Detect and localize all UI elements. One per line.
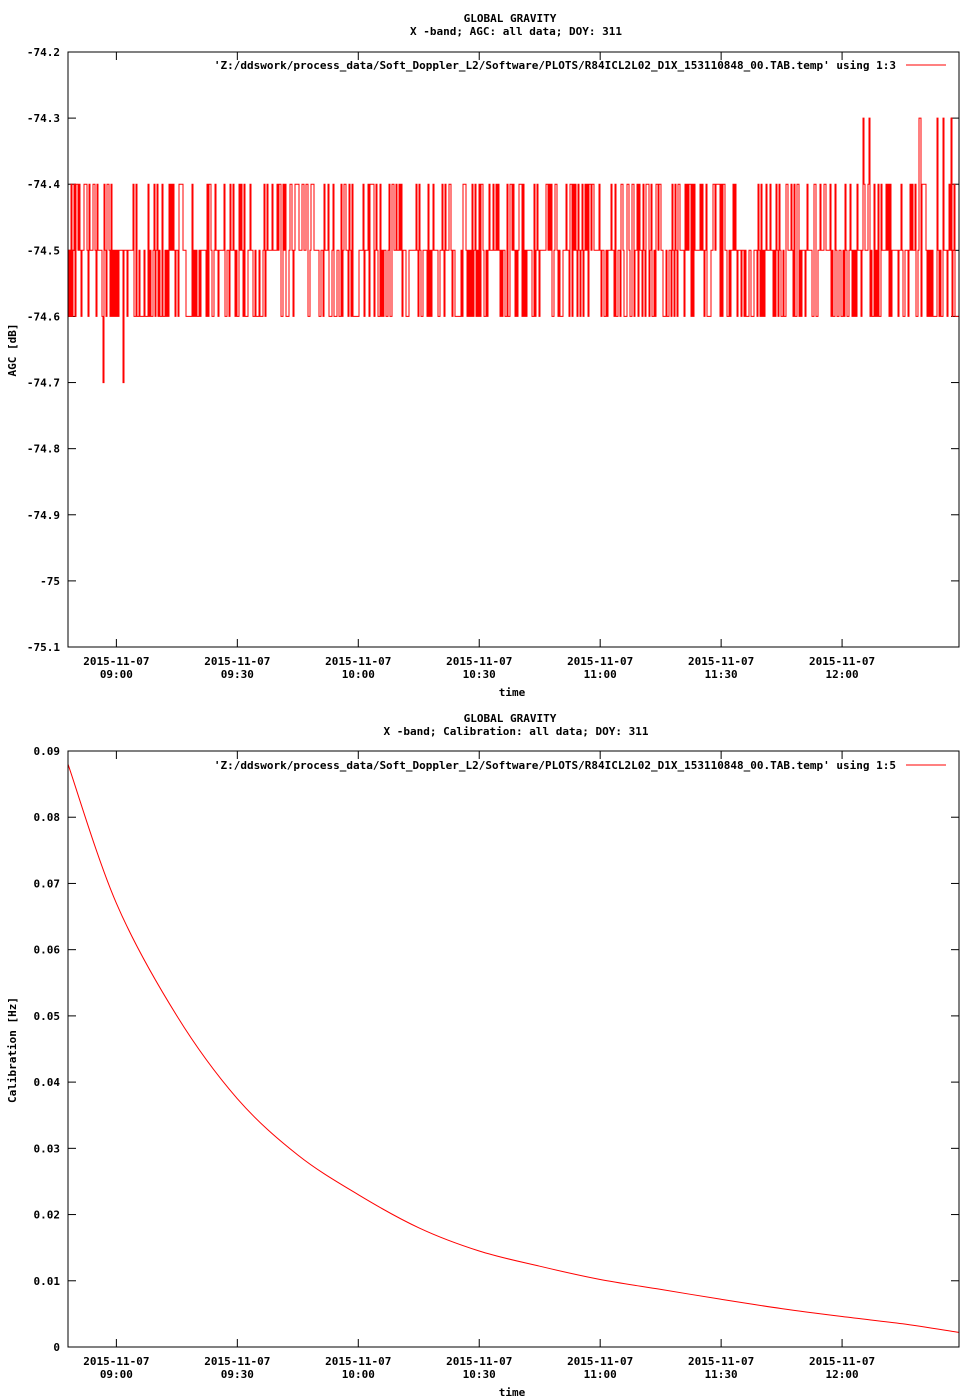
calibration-series [67,764,960,1333]
chart-title: GLOBAL GRAVITY [464,12,557,25]
y-tick-label: 0.09 [34,745,61,758]
x-tick-time: 12:00 [826,1368,859,1381]
y-tick-label: -74.4 [27,178,60,191]
y-tick-label: 0.05 [34,1010,61,1023]
x-tick-time: 09:30 [221,1368,254,1381]
x-tick-date: 2015-11-07 [83,655,149,668]
y-tick-label: 0.04 [34,1076,61,1089]
y-tick-label: -74.8 [27,443,60,456]
x-tick-time: 11:30 [705,1368,738,1381]
y-tick-label: 0.08 [34,811,61,824]
y-tick-label: 0.06 [34,944,61,957]
y-ticks: -74.2 -74.3 -74.4 -74.5 -74.6 -74.7 -74.8 -74.9… [27,46,959,654]
x-tick-time: 10:00 [342,668,375,681]
y-tick-label: -74.3 [27,112,60,125]
x-ticks: 2015-11-0709:002015-11-0709:302015-11-07… [83,52,875,681]
x-tick-time: 10:00 [342,1368,375,1381]
calibration-line [67,764,960,1333]
plot-frame [67,51,960,648]
x-tick-date: 2015-11-07 [809,655,875,668]
legend-label: 'Z:/ddswork/process_data/Soft_Doppler_L2… [214,59,896,72]
x-axis-label: time [499,686,526,699]
x-ticks: 2015-11-0709:002015-11-0709:302015-11-07… [83,751,875,1381]
y-axis-label: AGC [dB] [6,324,19,377]
y-tick-label: -74.6 [27,310,60,323]
x-tick-date: 2015-11-07 [446,1355,512,1368]
y-tick-label: -74.2 [27,46,60,59]
y-tick-label: 0.02 [34,1209,61,1222]
x-tick-time: 09:30 [221,668,254,681]
x-tick-time: 11:00 [584,668,617,681]
x-tick-time: 11:00 [584,1368,617,1381]
y-tick-label: 0.07 [34,877,61,890]
x-tick-date: 2015-11-07 [325,655,391,668]
x-tick-date: 2015-11-07 [809,1355,875,1368]
x-tick-date: 2015-11-07 [83,1355,149,1368]
y-tick-label: -74.7 [27,377,60,390]
x-tick-date: 2015-11-07 [688,655,754,668]
agc-series [68,117,960,384]
chart-title: GLOBAL GRAVITY [464,712,557,725]
y-tick-label: 0.01 [34,1275,61,1288]
x-tick-date: 2015-11-07 [446,655,512,668]
plot-frame [67,750,960,1348]
x-tick-time: 12:00 [826,668,859,681]
chart-subtitle: X -band; AGC: all data; DOY: 311 [410,25,622,38]
x-axis-label: time [499,1386,526,1399]
x-tick-time: 11:30 [705,668,738,681]
calibration-chart: GLOBAL GRAVITY X -band; Calibration: all… [6,712,960,1399]
y-ticks: 0 0.01 0.02 0.03 0.04 0.05 0.06 0.07 0.08 0.09 [34,745,959,1354]
x-tick-date: 2015-11-07 [204,1355,270,1368]
chart-subtitle: X -band; Calibration: all data; DOY: 311 [384,725,649,738]
y-tick-label: -74.5 [27,244,60,257]
x-tick-date: 2015-11-07 [567,1355,633,1368]
y-tick-label: 0 [53,1341,60,1354]
agc-line [68,117,960,384]
x-tick-time: 10:30 [463,1368,496,1381]
legend-label: 'Z:/ddswork/process_data/Soft_Doppler_L2… [214,759,896,772]
agc-chart: GLOBAL GRAVITY X -band; AGC: all data; D… [6,12,960,699]
x-tick-date: 2015-11-07 [325,1355,391,1368]
y-axis-label: Calibration [Hz] [6,997,19,1103]
x-tick-date: 2015-11-07 [204,655,270,668]
x-tick-time: 09:00 [100,1368,133,1381]
y-tick-label: -75.1 [27,641,60,654]
x-tick-time: 10:30 [463,668,496,681]
x-tick-date: 2015-11-07 [567,655,633,668]
x-tick-time: 09:00 [100,668,133,681]
y-tick-label: 0.03 [34,1142,61,1155]
x-tick-date: 2015-11-07 [688,1355,754,1368]
y-tick-label: -75 [40,575,60,588]
y-tick-label: -74.9 [27,509,60,522]
